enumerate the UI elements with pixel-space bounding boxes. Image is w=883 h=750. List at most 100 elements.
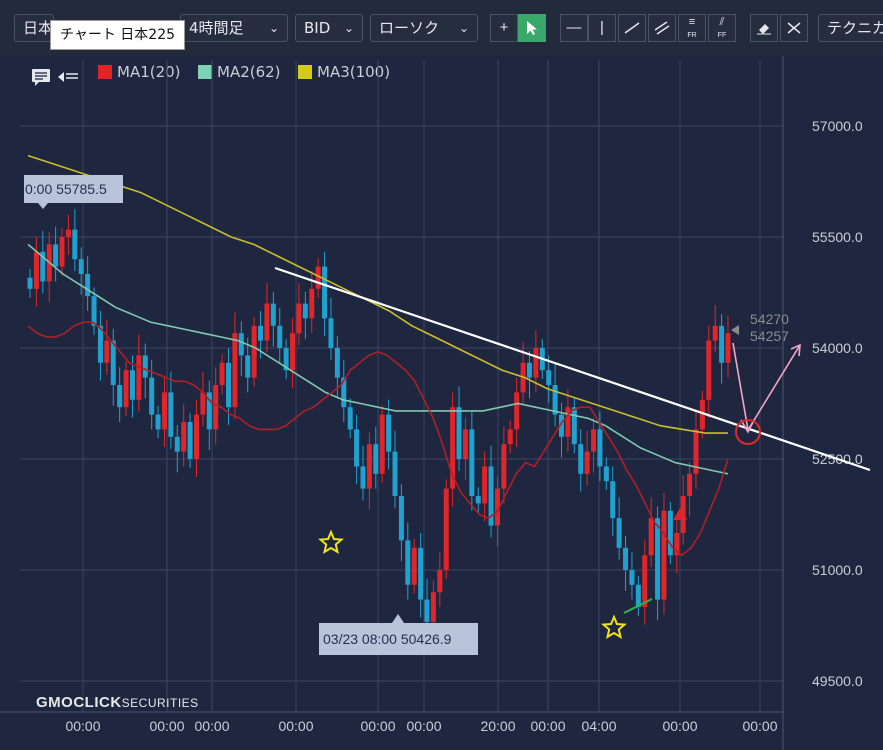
legend-ma3[interactable]: MA3(100)	[298, 63, 390, 81]
legend-ma3-label: MA3(100)	[317, 63, 391, 81]
candle-body	[97, 325, 103, 363]
candle-body	[309, 288, 315, 319]
candle-body	[418, 547, 424, 600]
candle-body	[354, 429, 360, 467]
candle-body	[328, 318, 334, 348]
candle-body	[206, 392, 212, 430]
price-tag-label: 54270	[750, 311, 789, 327]
legend-ma1[interactable]: MA1(20)	[98, 63, 181, 81]
candle-body	[78, 259, 84, 274]
candle-body	[725, 333, 731, 363]
x-tick-label: 20:00	[480, 718, 515, 734]
high-price-box	[24, 175, 123, 203]
candle-body	[456, 407, 462, 459]
candle-body	[264, 303, 270, 341]
candle-body	[258, 325, 264, 341]
candle-body	[27, 277, 33, 289]
ma3-line	[27, 154, 728, 434]
candle-body	[33, 251, 39, 289]
candle-body	[360, 466, 366, 489]
legend-ma2-swatch	[198, 65, 212, 79]
delete-drawings-icon[interactable]	[780, 14, 808, 42]
channel-icon[interactable]	[648, 14, 676, 42]
candle-body	[149, 377, 155, 415]
x-tick-label: 00:00	[406, 718, 441, 734]
ma2-line	[27, 243, 729, 475]
eraser-icon[interactable]	[750, 14, 778, 42]
legend-ma2[interactable]: MA2(62)	[198, 63, 281, 81]
brand-logo: GMOCLICKSECURITIES	[36, 694, 199, 711]
horizontal-line-icon[interactable]: —	[560, 14, 588, 42]
candle-body	[398, 496, 404, 541]
candle-body	[213, 385, 219, 430]
candle-body	[59, 237, 65, 267]
candle-body	[161, 392, 167, 430]
chevron-down-icon: ⌄	[268, 21, 279, 35]
chevron-down-icon: ⌄	[343, 21, 354, 35]
candle-body	[642, 555, 648, 607]
candle-body	[526, 362, 532, 378]
candle-body	[706, 340, 712, 400]
technical-label: テクニカ	[827, 19, 883, 37]
cursor-icon[interactable]	[518, 14, 546, 42]
candle-body	[603, 466, 609, 482]
technical-menu[interactable]: テクニカ	[818, 14, 883, 42]
candle-body	[187, 422, 193, 459]
candle-body	[635, 584, 641, 607]
chart-type-label: ローソク	[379, 19, 440, 37]
candle-body	[200, 392, 206, 415]
symbol-select[interactable]: 日本	[14, 14, 54, 42]
candle-body	[533, 348, 539, 378]
brand-sub: SECURITIES	[121, 696, 199, 710]
fib-fan-icon[interactable]: ⫽ FF	[708, 14, 736, 42]
fib-retracement-icon[interactable]: ≡ FR	[678, 14, 706, 42]
candle-body	[174, 436, 180, 452]
arrow-head-icon	[740, 419, 755, 434]
trendline-drawing	[274, 266, 871, 472]
crosshair-icon[interactable]: +	[490, 14, 518, 42]
low-price-box	[319, 623, 478, 655]
candle-body	[40, 251, 46, 282]
comment-icon[interactable]	[31, 68, 51, 86]
symbol-tooltip: チャート 日本225	[50, 20, 186, 50]
candle-body	[411, 547, 417, 585]
candle-body	[117, 385, 123, 408]
candle-body	[136, 355, 142, 400]
timeframe-select[interactable]: 4時間足 ⌄	[180, 14, 288, 42]
vertical-line-icon[interactable]: |	[588, 14, 616, 42]
price-type-select[interactable]: BID ⌄	[295, 14, 363, 42]
ma1-line	[27, 321, 729, 557]
arrow-head-icon	[790, 343, 801, 357]
candle-body	[565, 407, 571, 437]
collapse-legend-icon[interactable]	[57, 68, 79, 84]
candle-body	[392, 451, 398, 496]
toolbar: 日本 4時間足 ⌄ BID ⌄ ローソク ⌄ + — | ≡ FR ⫽ FF テ…	[0, 0, 883, 56]
candle-body	[712, 325, 718, 341]
x-tick-label: 00:00	[65, 718, 100, 734]
x-tick-label: 00:00	[530, 718, 565, 734]
candle-body	[283, 348, 289, 371]
candle-body	[129, 370, 135, 400]
candle-body	[424, 599, 430, 622]
buy-signal-icon	[673, 508, 687, 520]
candle-body	[168, 392, 174, 437]
candle-body	[546, 370, 552, 385]
candle-body	[347, 407, 353, 430]
candle-body	[181, 422, 187, 452]
ff-label: FF	[717, 32, 727, 39]
x-tick-label: 00:00	[149, 718, 184, 734]
candle-body	[334, 348, 340, 378]
low-price-label: 03/23 08:00 50426.9	[323, 631, 452, 647]
symbol-label: 日本	[23, 19, 54, 37]
y-tick-label: 51000.0	[812, 562, 863, 578]
y-tick-label: 49500.0	[812, 673, 863, 689]
candle-body	[475, 496, 481, 504]
chart-type-select[interactable]: ローソク ⌄	[370, 14, 478, 42]
candle-body	[270, 303, 276, 326]
candle-body	[488, 466, 494, 526]
candle-body	[629, 570, 635, 585]
trendline-icon[interactable]	[618, 14, 646, 42]
candle-body	[104, 340, 110, 363]
brand-main: GMOCLICK	[36, 694, 122, 711]
